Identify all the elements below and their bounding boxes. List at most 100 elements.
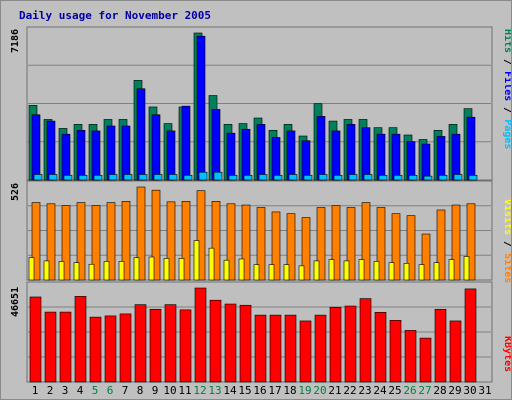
bars (28, 32, 478, 383)
bar-sites (31, 202, 41, 281)
bar-sites (166, 201, 176, 281)
bar-pages (213, 171, 223, 181)
legend-top: Hits / Files / Pages (502, 29, 511, 149)
bar-files (346, 124, 356, 181)
bar-files (301, 140, 311, 181)
bar-visits (358, 259, 365, 281)
bar-kbytes (29, 296, 42, 383)
x-tick-label: 30 (463, 384, 476, 397)
bar-files (106, 125, 116, 181)
bar-visits (178, 258, 185, 281)
y-max-middle: 526 (10, 183, 21, 201)
x-tick-label: 26 (403, 384, 416, 397)
bar-pages (393, 174, 403, 181)
bar-pages (198, 171, 208, 181)
bar-sites (346, 207, 356, 281)
bar-kbytes (134, 304, 147, 383)
bar-visits (43, 260, 50, 281)
bar-visits (58, 261, 65, 281)
bar-kbytes (254, 314, 267, 383)
bar-sites (286, 213, 296, 281)
bar-pages (303, 174, 313, 181)
bar-files (226, 132, 236, 181)
bar-kbytes (59, 311, 72, 383)
x-tick-label: 10 (163, 384, 176, 397)
bar-kbytes (194, 287, 207, 383)
bar-files (316, 116, 326, 181)
bar-files (256, 124, 266, 181)
bar-files (421, 143, 431, 181)
x-tick-label: 13 (208, 384, 221, 397)
bar-pages (273, 174, 283, 181)
bar-visits (388, 262, 395, 281)
y-max-bottom: 46651 (10, 287, 21, 317)
x-tick-label: 8 (137, 384, 144, 397)
bar-pages (93, 174, 103, 181)
bar-visits (28, 257, 35, 281)
bar-pages (318, 174, 328, 181)
bar-pages (423, 175, 433, 181)
bar-kbytes (119, 313, 132, 383)
bar-sites (406, 215, 416, 281)
bar-pages (408, 174, 418, 181)
legend-bottom: KBytes (502, 336, 511, 372)
x-tick-label: 16 (253, 384, 266, 397)
legend-part: Pages (502, 119, 511, 149)
bar-files (331, 130, 341, 181)
bar-kbytes (179, 309, 192, 383)
bar-visits (163, 258, 170, 281)
x-tick-label: 9 (152, 384, 159, 397)
bar-sites (271, 211, 281, 281)
x-tick-label: 25 (388, 384, 401, 397)
bar-sites (226, 203, 236, 281)
bar-pages (138, 174, 148, 181)
bar-files (451, 133, 461, 181)
bar-pages (78, 174, 88, 181)
bar-sites (331, 205, 341, 281)
x-tick-label: 5 (92, 384, 99, 397)
bar-visits (298, 265, 305, 281)
bar-visits (238, 258, 245, 281)
bar-sites (316, 207, 326, 281)
bar-kbytes (164, 304, 177, 383)
bar-kbytes (449, 320, 462, 383)
bar-files (376, 133, 386, 181)
bar-sites (76, 202, 86, 281)
bar-pages (363, 174, 373, 181)
bar-pages (33, 174, 43, 181)
bar-sites (196, 190, 206, 281)
bar-files (76, 129, 86, 181)
bar-pages (48, 174, 58, 181)
bar-files (211, 109, 221, 181)
bar-files (406, 141, 416, 181)
x-tick-label: 24 (373, 384, 387, 397)
bar-pages (63, 174, 73, 181)
bar-sites (421, 233, 431, 281)
bar-files (436, 136, 446, 181)
bar-visits (463, 256, 470, 281)
x-tick-label: 6 (107, 384, 114, 397)
chart-title: Daily usage for November 2005 (19, 9, 212, 22)
x-tick-label: 4 (77, 384, 84, 397)
bar-sites (391, 213, 401, 281)
bar-files (61, 133, 71, 181)
bar-pages (438, 174, 448, 181)
bar-kbytes (359, 298, 372, 383)
bar-pages (183, 174, 193, 181)
bar-files (361, 127, 371, 181)
x-tick-label: 31 (478, 384, 491, 397)
bar-files (31, 114, 41, 181)
x-tick-label: 29 (448, 384, 461, 397)
x-axis-labels: 1 2 3 4 5 6 7 8 9 10 11 12 13 14 15 16 17 18 19 20 21 22 23 24 2… (32, 384, 492, 397)
bar-sites (61, 205, 71, 281)
bar-sites (241, 204, 251, 281)
bar-visits (253, 264, 260, 281)
bar-visits (313, 260, 320, 281)
legend-part: Visits (502, 199, 511, 235)
bar-kbytes (374, 311, 387, 383)
x-tick-label: 28 (433, 384, 446, 397)
bar-visits (433, 262, 440, 281)
legend-part: / (502, 53, 511, 71)
